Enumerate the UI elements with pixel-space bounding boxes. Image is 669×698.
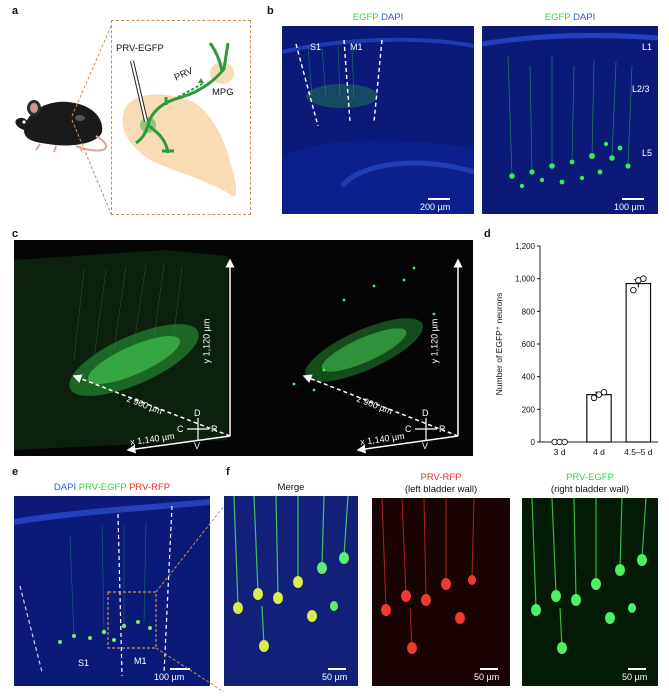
data-point (600, 388, 608, 396)
x-tick-label: 3 d (554, 447, 566, 457)
y-tick-label: 1,200 (515, 242, 536, 251)
bar (586, 394, 612, 443)
mouse-illustration (15, 100, 108, 153)
f-rfp-title: PRV-RFP (420, 472, 462, 483)
b-left-image: S1 M1 200 µm (282, 26, 474, 214)
c-compass-r-2: R (439, 424, 446, 434)
data-point (590, 394, 598, 402)
c-axis-y-2: y 1,120 µm (429, 318, 440, 364)
inset-dashed-lines (71, 23, 113, 217)
b-right-title: EGFP DAPI (544, 12, 596, 23)
b-layer-l23: L2/3 (632, 84, 650, 94)
b-layer-l1: L1 (642, 42, 653, 52)
f-egfp-image: 50 µm (522, 498, 658, 686)
e-title: DAPI PRV-EGFP PRV-RFP (53, 482, 171, 493)
b-right-scale-text: 100 µm (614, 202, 645, 212)
y-tick-label: 1,000 (515, 275, 536, 284)
x-tick-label: 4.5–5 d (624, 447, 653, 457)
y-tick-label: 400 (522, 373, 536, 382)
c-compass-c: C (177, 424, 184, 434)
f-scalebar-1 (328, 668, 346, 670)
e-image: S1 M1 100 µm (14, 496, 210, 686)
f-merge-image: 50 µm (224, 496, 358, 686)
inset-schematic (122, 42, 237, 197)
f-egfp-subtitle: (right bladder wall) (550, 484, 630, 495)
f-egfp-title: PRV-EGFP (566, 472, 614, 483)
f-scale-text-2: 50 µm (474, 672, 500, 682)
b-right-image: L1 L2/3 L5 100 µm (482, 26, 658, 214)
f-scale-text-1: 50 µm (322, 672, 348, 682)
f-rfp-subtitle: (left bladder wall) (404, 484, 478, 495)
c-compass-c-2: C (405, 424, 412, 434)
e-s1-label: S1 (78, 658, 90, 668)
bar-chart: 0 200 400 600 800 1,000 1,200 Number of EGFP⁺ n… (494, 242, 658, 457)
e-scale-text: 100 µm (154, 672, 185, 682)
y-tick-label: 800 (522, 307, 536, 316)
b-layer-l5: L5 (642, 148, 653, 158)
b-left-scalebar (428, 198, 450, 200)
data-point (595, 391, 603, 398)
data-point (630, 286, 637, 294)
y-tick-label: 0 (531, 438, 536, 447)
f-scalebar-2 (480, 668, 498, 670)
data-point (640, 275, 647, 282)
inset-box: PRV-EGFP PRV MPG (111, 20, 251, 215)
c-3d-svg (14, 250, 463, 454)
c-3d-image: y 1,120 µm z 960 µm x 1,140 µm y 1,120 µ… (14, 240, 473, 456)
panel-label-b: b (267, 5, 274, 17)
x-tick-label: 4 d (593, 447, 605, 457)
y-tick-label: 200 (522, 405, 536, 414)
f-rfp-image: 50 µm (372, 498, 510, 686)
panel-label-f: f (226, 466, 230, 478)
c-axis-y: y 1,120 µm (201, 318, 212, 364)
c-compass-v-2: V (422, 441, 429, 451)
mpg-label: MPG (212, 87, 234, 98)
e-scalebar (170, 668, 190, 670)
b-m1-label: M1 (350, 42, 363, 52)
bar (625, 282, 652, 443)
b-right-scalebar (622, 198, 644, 200)
panel-label-c: c (12, 228, 19, 240)
f-scale-text-3: 50 µm (622, 672, 648, 682)
e-m1-label: M1 (134, 656, 147, 666)
e-zoom-lines (155, 505, 225, 693)
f-merge-title: Merge (277, 482, 305, 493)
panel-label-a: a (12, 5, 19, 17)
virus-label: PRV-EGFP (116, 43, 164, 54)
c-compass-d: D (194, 408, 201, 418)
b-left-title: EGFP DAPI (352, 12, 404, 23)
c-compass-r: R (211, 424, 218, 434)
panel-label-e: e (12, 466, 19, 478)
c-compass-d-2: D (422, 408, 429, 418)
b-s1-label: S1 (310, 42, 322, 52)
f-scalebar-3 (628, 668, 646, 670)
y-tick-label: 600 (522, 340, 536, 349)
y-axis-label: Number of EGFP⁺ neurons (494, 293, 504, 396)
data-point (561, 438, 568, 446)
panel-label-d: d (484, 228, 491, 240)
b-left-scale-text: 200 µm (420, 202, 451, 212)
c-compass-v: V (194, 441, 201, 451)
